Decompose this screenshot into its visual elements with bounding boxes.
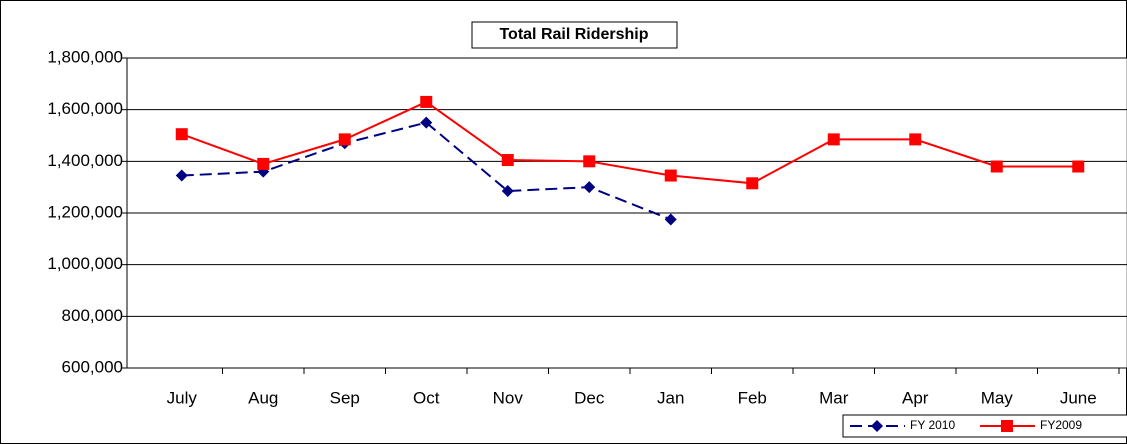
square-marker: [175, 128, 188, 141]
square-marker: [664, 169, 677, 182]
diamond-marker: [501, 185, 514, 198]
square-marker: [338, 133, 351, 146]
x-tick-label: Apr: [902, 388, 929, 407]
diamond-marker: [420, 116, 433, 129]
y-tick-label: 600,000: [62, 357, 123, 376]
y-tick-label: 1,200,000: [47, 202, 123, 221]
legend-label: FY2009: [1040, 418, 1082, 432]
x-tick-label: Sep: [330, 388, 360, 407]
square-marker: [420, 95, 433, 108]
square-marker: [827, 133, 840, 146]
legend-label: FY 2010: [910, 418, 955, 432]
x-tick-label: Mar: [819, 388, 849, 407]
square-marker: [990, 160, 1003, 173]
x-tick-label: May: [981, 388, 1014, 407]
x-tick-label: Dec: [574, 388, 605, 407]
diamond-marker: [871, 420, 883, 432]
x-tick-label: June: [1060, 388, 1097, 407]
chart-title: Total Rail Ridership: [499, 26, 648, 43]
square-marker: [1072, 160, 1085, 173]
y-tick-label: 1,000,000: [47, 254, 123, 273]
square-marker: [583, 155, 596, 168]
square-marker: [1001, 420, 1013, 432]
diamond-marker: [175, 169, 188, 182]
diamond-marker: [583, 181, 596, 194]
y-tick-label: 800,000: [62, 306, 123, 325]
x-tick-label: Nov: [493, 388, 524, 407]
title-box: [471, 21, 678, 49]
square-marker: [746, 177, 759, 190]
square-marker: [501, 154, 514, 167]
square-marker: [909, 133, 922, 146]
square-marker: [257, 157, 270, 170]
y-tick-label: 1,800,000: [47, 47, 123, 66]
x-tick-label: Oct: [413, 388, 440, 407]
y-tick-label: 1,400,000: [47, 151, 123, 170]
x-tick-label: Feb: [738, 388, 767, 407]
series-line: [181, 100, 1079, 185]
x-tick-label: Aug: [248, 388, 278, 407]
diamond-marker: [664, 213, 677, 226]
x-tick-label: Jan: [657, 388, 684, 407]
y-tick-label: 1,600,000: [47, 99, 123, 118]
x-tick-label: July: [167, 388, 198, 407]
